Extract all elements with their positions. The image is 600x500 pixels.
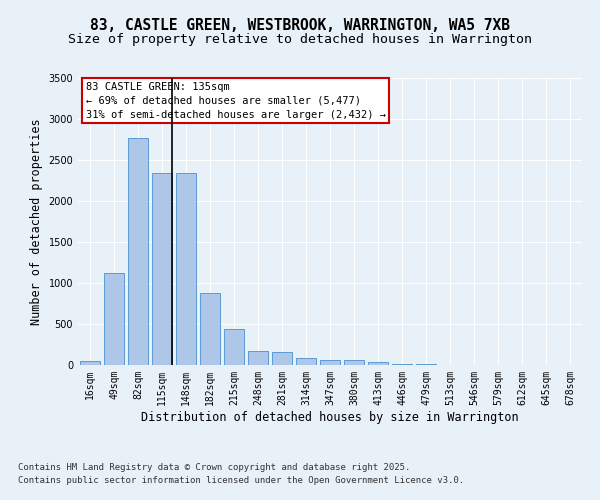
Bar — [104, 273, 124, 365]
Text: Size of property relative to detached houses in Warrington: Size of property relative to detached ho… — [68, 32, 532, 46]
Bar — [344, 360, 364, 365]
Bar — [128, 138, 148, 365]
Bar — [200, 292, 220, 365]
Bar — [80, 361, 100, 365]
Bar — [416, 364, 436, 365]
Text: 83 CASTLE GREEN: 135sqm
← 69% of detached houses are smaller (5,477)
31% of semi: 83 CASTLE GREEN: 135sqm ← 69% of detache… — [86, 82, 386, 120]
Text: Contains HM Land Registry data © Crown copyright and database right 2025.: Contains HM Land Registry data © Crown c… — [18, 464, 410, 472]
Bar — [224, 329, 244, 365]
Bar — [176, 173, 196, 365]
X-axis label: Distribution of detached houses by size in Warrington: Distribution of detached houses by size … — [141, 410, 519, 424]
Bar — [392, 364, 412, 365]
Bar — [368, 362, 388, 365]
Bar — [320, 360, 340, 365]
Bar — [272, 352, 292, 365]
Bar — [296, 358, 316, 365]
Text: Contains public sector information licensed under the Open Government Licence v3: Contains public sector information licen… — [18, 476, 464, 485]
Bar — [248, 351, 268, 365]
Text: 83, CASTLE GREEN, WESTBROOK, WARRINGTON, WA5 7XB: 83, CASTLE GREEN, WESTBROOK, WARRINGTON,… — [90, 18, 510, 32]
Bar — [152, 173, 172, 365]
Y-axis label: Number of detached properties: Number of detached properties — [30, 118, 43, 324]
